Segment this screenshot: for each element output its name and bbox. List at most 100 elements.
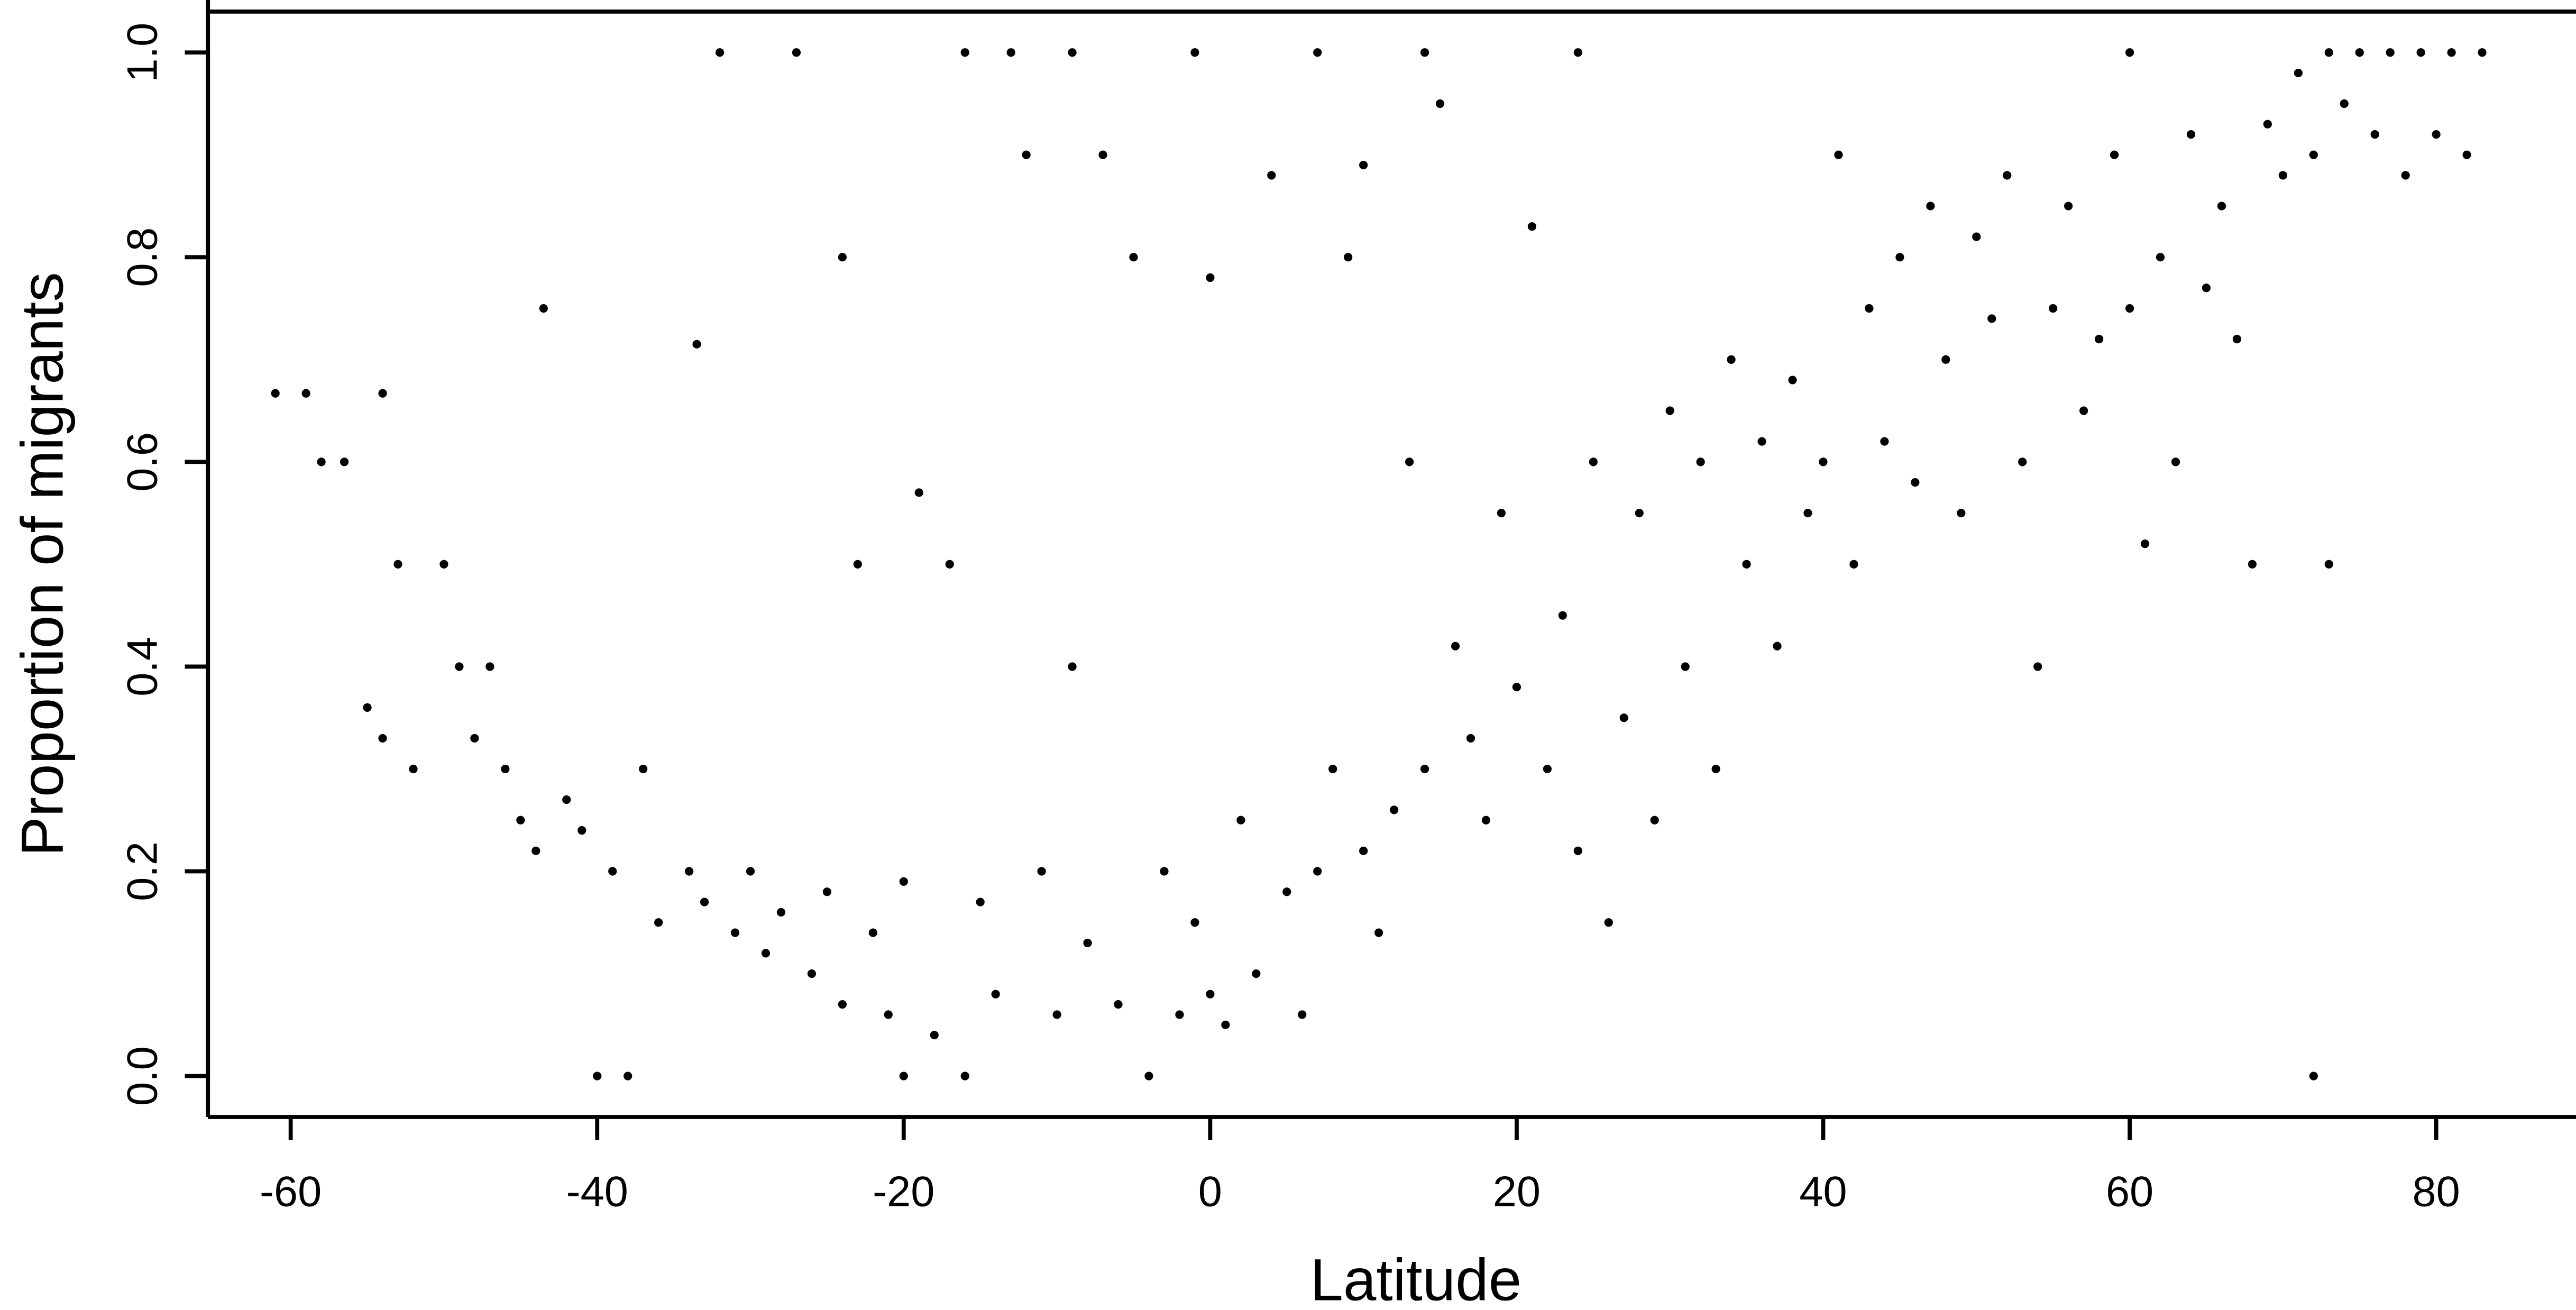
point	[2309, 150, 2318, 159]
point	[1512, 683, 1521, 692]
point	[1221, 1020, 1230, 1029]
point	[2309, 1071, 2318, 1080]
point	[1895, 253, 1904, 262]
point	[1420, 764, 1429, 774]
point	[470, 734, 479, 743]
point	[1558, 611, 1567, 620]
point	[1696, 457, 1705, 466]
point	[2018, 457, 2027, 466]
point	[2248, 560, 2257, 569]
point	[1344, 253, 1353, 262]
point	[2186, 130, 2196, 139]
point	[1527, 222, 1537, 231]
point	[1298, 1010, 1307, 1019]
point	[1803, 509, 1812, 518]
point	[1190, 918, 1199, 927]
y-tick-label: 0.8	[118, 227, 166, 287]
point	[1206, 990, 1215, 998]
point	[1957, 509, 1966, 518]
point	[577, 826, 586, 835]
point	[317, 457, 326, 466]
point	[1481, 816, 1491, 825]
point	[1773, 642, 1782, 651]
point	[2263, 120, 2272, 129]
point	[2232, 335, 2242, 344]
point	[1589, 457, 1598, 466]
point	[455, 662, 464, 671]
point	[2416, 48, 2425, 57]
point	[624, 1071, 632, 1080]
point	[301, 389, 310, 398]
point	[501, 764, 510, 774]
point	[1451, 642, 1460, 651]
point	[1236, 816, 1245, 825]
point	[838, 253, 847, 262]
x-tick-label: 60	[2106, 1168, 2153, 1215]
point	[899, 1071, 908, 1080]
point	[2033, 662, 2042, 671]
point	[562, 795, 571, 804]
x-tick-label: -40	[566, 1168, 628, 1215]
point	[822, 887, 832, 896]
point	[2386, 48, 2395, 57]
point	[1129, 253, 1138, 262]
point	[409, 764, 418, 774]
point	[1466, 734, 1475, 743]
point	[1144, 1071, 1153, 1080]
point	[1819, 457, 1828, 466]
point	[1911, 478, 1920, 487]
y-axis-label: Proportion of migrants	[9, 272, 76, 857]
point	[2049, 304, 2058, 313]
point	[1742, 560, 1751, 569]
point	[1865, 304, 1874, 313]
point	[393, 560, 402, 569]
point	[1374, 928, 1383, 937]
point	[1834, 150, 1843, 159]
point	[1727, 355, 1736, 364]
point	[2064, 201, 2073, 210]
point	[1757, 437, 1766, 446]
x-tick-label: 0	[1198, 1168, 1222, 1215]
point	[1098, 150, 1107, 159]
point	[2370, 130, 2379, 139]
point	[2125, 304, 2134, 313]
point	[1190, 48, 1199, 57]
point	[439, 560, 448, 569]
point	[868, 928, 877, 937]
point	[1052, 1010, 1061, 1019]
point	[776, 908, 786, 917]
point	[960, 1071, 969, 1080]
point	[2447, 48, 2456, 57]
point	[1573, 48, 1582, 57]
point	[1252, 969, 1261, 978]
point	[2401, 171, 2410, 180]
point	[1420, 48, 1429, 57]
x-tick-label: 20	[1493, 1168, 1541, 1215]
point	[853, 560, 862, 569]
point	[684, 867, 694, 876]
point	[1175, 1010, 1184, 1019]
point	[884, 1010, 893, 1019]
point	[2171, 457, 2180, 466]
point	[2217, 201, 2226, 210]
point	[1604, 918, 1613, 927]
point	[2462, 150, 2471, 159]
point	[700, 897, 709, 906]
point	[1022, 150, 1031, 159]
point	[2355, 48, 2364, 57]
point	[1665, 406, 1674, 415]
point	[1650, 816, 1659, 825]
point	[715, 48, 725, 57]
point	[1037, 867, 1046, 876]
y-tick-label: 0.4	[118, 637, 166, 697]
point	[1435, 99, 1445, 108]
point	[1972, 232, 1981, 241]
point	[2324, 560, 2333, 569]
point	[1160, 867, 1169, 876]
point	[1328, 764, 1337, 774]
point	[746, 867, 755, 876]
point	[1788, 375, 1797, 384]
point	[639, 764, 648, 774]
point	[1206, 273, 1215, 282]
